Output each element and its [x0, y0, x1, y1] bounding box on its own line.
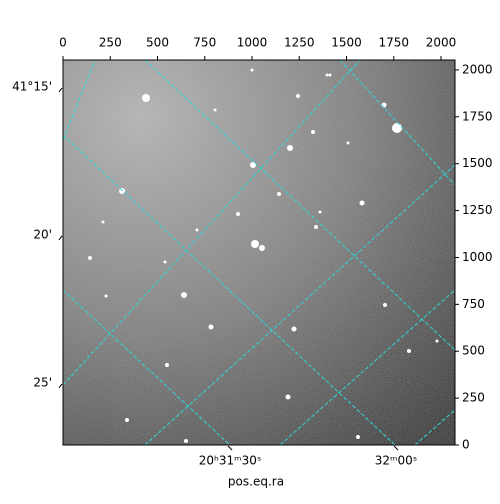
sky-image [63, 60, 455, 445]
y-tick-label: 0 [462, 438, 470, 452]
dec-tick-label: 25' [33, 375, 52, 389]
x-tick-label: 750 [193, 36, 216, 50]
frame [62, 59, 456, 446]
x-tick-label: 1750 [378, 36, 409, 50]
y-tick-label: 1250 [462, 203, 493, 217]
x-tick-label: 1000 [237, 36, 268, 50]
ra-tick-label: 20ʰ31ᵐ30ˢ [199, 454, 262, 468]
x-tick-label: 0 [59, 36, 67, 50]
y-tick-label: 250 [462, 391, 485, 405]
coordinate-grid [63, 60, 455, 445]
y-tick-label: 1750 [462, 109, 493, 123]
dec-tick-label: 20' [33, 227, 52, 241]
y-tick-label: 1000 [462, 250, 493, 264]
x-tick-label: 1500 [331, 36, 362, 50]
x-tick-label: 250 [99, 36, 122, 50]
y-tick-label: 750 [462, 297, 485, 311]
x-axis-label: pos.eq.ra [228, 475, 284, 489]
y-tick-label: 2000 [462, 62, 493, 76]
ra-tick [393, 445, 399, 451]
ra-tick-label: 32ᵐ00ˢ [375, 454, 418, 468]
x-tick-label: 2000 [426, 36, 457, 50]
dec-tick-label: 41°15' [12, 80, 52, 94]
dec-tick [58, 383, 63, 389]
x-tick-label: 500 [146, 36, 169, 50]
y-tick-label: 500 [462, 344, 485, 358]
dec-tick [58, 87, 63, 93]
ra-tick [227, 445, 233, 451]
dec-tick [58, 235, 63, 241]
y-tick-label: 1500 [462, 156, 493, 170]
x-tick-label: 1250 [284, 36, 315, 50]
